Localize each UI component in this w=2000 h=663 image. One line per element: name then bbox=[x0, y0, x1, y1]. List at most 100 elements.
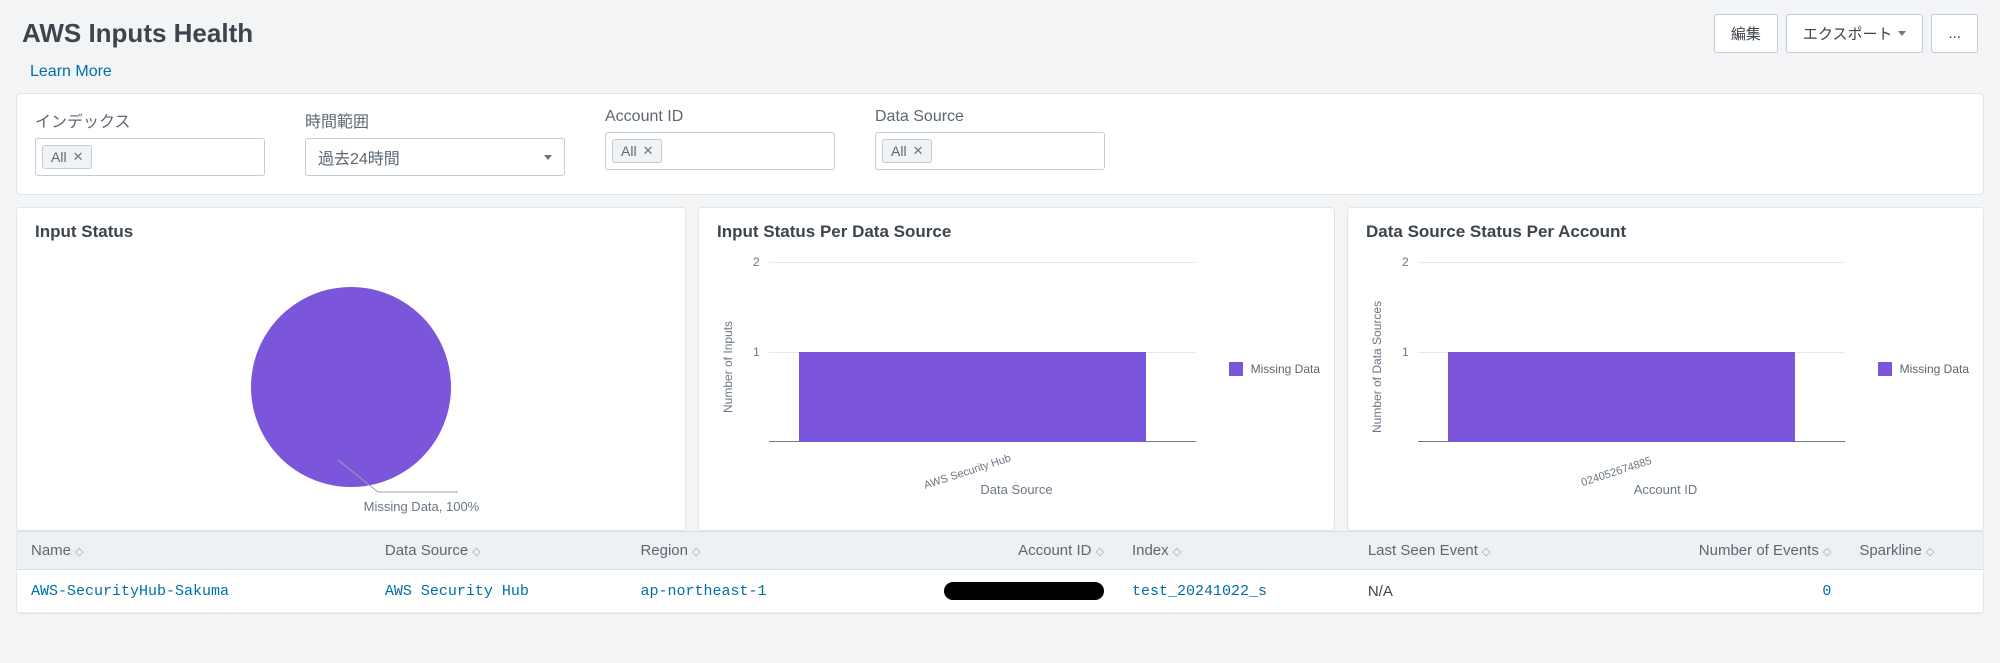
gridline bbox=[1418, 262, 1845, 263]
edit-button[interactable]: 編集 bbox=[1714, 14, 1778, 53]
col-num-label: Number of Events bbox=[1699, 542, 1819, 559]
panel-ds-title: Input Status Per Data Source bbox=[717, 222, 1316, 242]
col-spark-label: Sparkline bbox=[1859, 542, 1922, 559]
filter-timerange-label: 時間範囲 bbox=[305, 108, 565, 132]
legend-swatch-icon bbox=[1229, 362, 1243, 376]
filter-datasource-label: Data Source bbox=[875, 108, 1105, 126]
filter-timerange-select[interactable]: 過去24時間 bbox=[305, 138, 565, 176]
more-button[interactable]: ... bbox=[1931, 14, 1978, 53]
panel-input-status-title: Input Status bbox=[35, 222, 667, 242]
filter-account-id-input[interactable]: All ✕ bbox=[605, 132, 835, 170]
cell-region[interactable]: ap-northeast-1 bbox=[626, 570, 882, 613]
bar-ds-legend[interactable]: Missing Data bbox=[1229, 362, 1320, 376]
sort-icon: ◇ bbox=[692, 546, 700, 558]
close-icon[interactable]: ✕ bbox=[73, 149, 84, 165]
col-name[interactable]: Name ◇ bbox=[17, 532, 371, 570]
col-name-label: Name bbox=[31, 542, 71, 559]
col-datasource[interactable]: Data Source ◇ bbox=[371, 532, 627, 570]
learn-more-link[interactable]: Learn More bbox=[30, 63, 112, 80]
redacted-account-id bbox=[944, 582, 1104, 600]
sort-icon: ◇ bbox=[1173, 546, 1181, 558]
bar-chart-acct: Number of Data Sources 2 1 024052674885 … bbox=[1366, 252, 1965, 482]
col-idx-label: Index bbox=[1132, 542, 1169, 559]
col-region-label: Region bbox=[640, 542, 688, 559]
col-account-id[interactable]: Account ID ◇ bbox=[882, 532, 1118, 570]
filter-datasource-input[interactable]: All ✕ bbox=[875, 132, 1105, 170]
legend-swatch-icon bbox=[1878, 362, 1892, 376]
bar-acct-xlabel: Account ID bbox=[1366, 482, 1965, 503]
sort-icon: ◇ bbox=[75, 546, 83, 558]
cell-account-id bbox=[882, 570, 1118, 613]
filter-index-label: インデックス bbox=[35, 108, 265, 132]
col-ds-label: Data Source bbox=[385, 542, 468, 559]
col-sparkline[interactable]: Sparkline ◇ bbox=[1845, 532, 1983, 570]
gridline bbox=[769, 262, 1196, 263]
subheader: Learn More bbox=[0, 61, 2000, 93]
col-num-events[interactable]: Number of Events ◇ bbox=[1590, 532, 1846, 570]
bar-acct-ylabel: Number of Data Sources bbox=[1366, 252, 1388, 482]
sort-icon: ◇ bbox=[1095, 546, 1103, 558]
ytick: 1 bbox=[753, 345, 760, 359]
bar-ds-xlabel: Data Source bbox=[717, 482, 1316, 503]
cell-index[interactable]: test_20241022_s bbox=[1118, 570, 1354, 613]
caret-down-icon bbox=[1898, 31, 1906, 36]
panel-ds-status-per-account: Data Source Status Per Account Number of… bbox=[1347, 207, 1984, 531]
more-button-label: ... bbox=[1948, 25, 1961, 42]
filter-timerange-value: 過去24時間 bbox=[312, 145, 400, 169]
close-icon[interactable]: ✕ bbox=[913, 143, 924, 159]
panel-acct-title: Data Source Status Per Account bbox=[1366, 222, 1965, 242]
edit-button-label: 編集 bbox=[1731, 23, 1761, 44]
pie-chart: Missing Data, 100% bbox=[35, 252, 667, 522]
bar-ds-legend-label: Missing Data bbox=[1251, 362, 1320, 376]
sort-icon: ◇ bbox=[472, 546, 480, 558]
cell-last-seen: N/A bbox=[1354, 570, 1590, 613]
sort-icon: ◇ bbox=[1482, 546, 1490, 558]
caret-down-icon bbox=[544, 155, 552, 160]
panel-input-status-per-ds: Input Status Per Data Source Number of I… bbox=[698, 207, 1335, 531]
filter-datasource-token-text: All bbox=[891, 143, 907, 159]
filter-datasource: Data Source All ✕ bbox=[875, 108, 1105, 176]
bar-acct-legend-label: Missing Data bbox=[1900, 362, 1969, 376]
filters-panel: インデックス All ✕ 時間範囲 過去24時間 Account ID All … bbox=[16, 93, 1984, 195]
ytick: 1 bbox=[1402, 345, 1409, 359]
ytick: 2 bbox=[1402, 255, 1409, 269]
filter-account-id: Account ID All ✕ bbox=[605, 108, 835, 176]
filter-index-token[interactable]: All ✕ bbox=[42, 145, 92, 169]
pie-label: Missing Data, 100% bbox=[364, 499, 480, 514]
filter-account-id-token-text: All bbox=[621, 143, 637, 159]
sort-icon: ◇ bbox=[1926, 546, 1934, 558]
cell-num-events[interactable]: 0 bbox=[1590, 570, 1846, 613]
export-button-label: エクスポート bbox=[1803, 23, 1893, 44]
panel-input-status: Input Status Missing Data, 100% bbox=[16, 207, 686, 531]
pie-slice-missing-data[interactable] bbox=[251, 287, 451, 487]
col-index[interactable]: Index ◇ bbox=[1118, 532, 1354, 570]
cell-sparkline bbox=[1845, 570, 1983, 613]
bar-acct-legend[interactable]: Missing Data bbox=[1878, 362, 1969, 376]
panels-row: Input Status Missing Data, 100% Input St… bbox=[16, 207, 1984, 531]
bar-acct-plot: 2 1 024052674885 bbox=[1388, 252, 1845, 482]
filter-account-id-token[interactable]: All ✕ bbox=[612, 139, 662, 163]
col-acct-label: Account ID bbox=[1018, 542, 1091, 559]
bar-ds-ylabel: Number of Inputs bbox=[717, 252, 739, 482]
table-row[interactable]: AWS-SecurityHub-Sakuma AWS Security Hub … bbox=[17, 570, 1983, 613]
filter-account-id-label: Account ID bbox=[605, 108, 835, 126]
ytick: 2 bbox=[753, 255, 760, 269]
bar-chart-ds: Number of Inputs 2 1 AWS Security Hub Mi… bbox=[717, 252, 1316, 482]
cell-name[interactable]: AWS-SecurityHub-Sakuma bbox=[17, 570, 371, 613]
filter-timerange: 時間範囲 過去24時間 bbox=[305, 108, 565, 176]
close-icon[interactable]: ✕ bbox=[643, 143, 654, 159]
table-header-row: Name ◇ Data Source ◇ Region ◇ Account ID ◇ I… bbox=[17, 532, 1983, 570]
export-button[interactable]: エクスポート bbox=[1786, 14, 1924, 53]
filter-datasource-token[interactable]: All ✕ bbox=[882, 139, 932, 163]
sort-icon: ◇ bbox=[1823, 546, 1831, 558]
filter-index-token-text: All bbox=[51, 149, 67, 165]
dashboard-header: AWS Inputs Health 編集 エクスポート ... bbox=[0, 0, 2000, 61]
bar-ds-plot: 2 1 AWS Security Hub bbox=[739, 252, 1196, 482]
cell-datasource[interactable]: AWS Security Hub bbox=[371, 570, 627, 613]
col-last-seen[interactable]: Last Seen Event ◇ bbox=[1354, 532, 1590, 570]
results-table: Name ◇ Data Source ◇ Region ◇ Account ID ◇ I… bbox=[16, 531, 1984, 614]
filter-index: インデックス All ✕ bbox=[35, 108, 265, 176]
filter-index-input[interactable]: All ✕ bbox=[35, 138, 265, 176]
col-last-label: Last Seen Event bbox=[1368, 542, 1478, 559]
header-actions: 編集 エクスポート ... bbox=[1714, 14, 1978, 53]
